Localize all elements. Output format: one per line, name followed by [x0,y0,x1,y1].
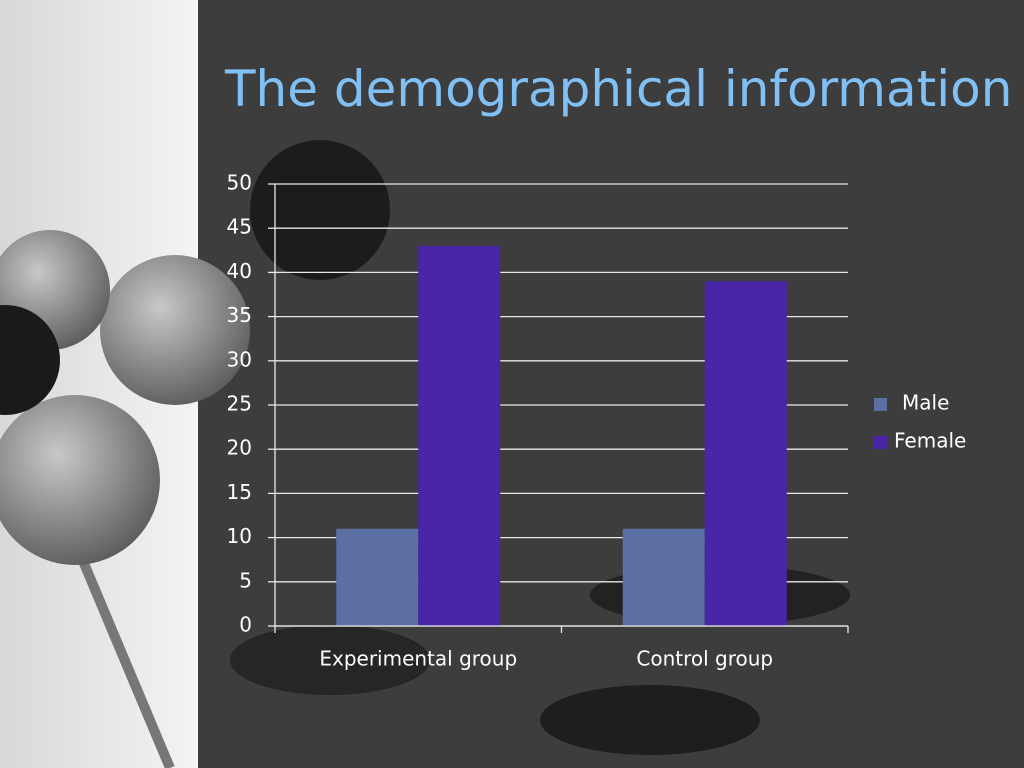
bar [704,281,787,626]
y-tick-label: 10 [227,524,252,548]
legend-swatch [874,436,887,449]
pin-head [0,395,160,565]
chart-title: The demographical information [224,60,1012,118]
shadow [230,625,430,695]
x-tick-label: Control group [636,647,773,671]
y-tick-label: 40 [227,259,252,283]
y-tick-label: 30 [227,347,252,371]
pin-head [250,140,390,280]
shadow [540,685,760,755]
y-tick-label: 5 [239,568,252,592]
legend-label: Female [894,429,966,453]
pin-head [0,305,60,415]
x-tick-label: Experimental group [319,647,517,671]
y-tick-label: 25 [227,392,252,416]
y-tick-label: 50 [227,171,252,195]
legend-swatch [874,398,887,411]
bar [418,245,501,626]
bar [336,528,419,626]
legend-label: Male [902,391,949,415]
y-tick-label: 20 [227,436,252,460]
pin [65,528,175,768]
y-tick-label: 15 [227,480,252,504]
bar [622,528,705,626]
y-tick-label: 35 [227,303,252,327]
y-tick-label: 45 [227,215,252,239]
y-tick-label: 0 [239,613,252,637]
pin-head [100,255,250,405]
